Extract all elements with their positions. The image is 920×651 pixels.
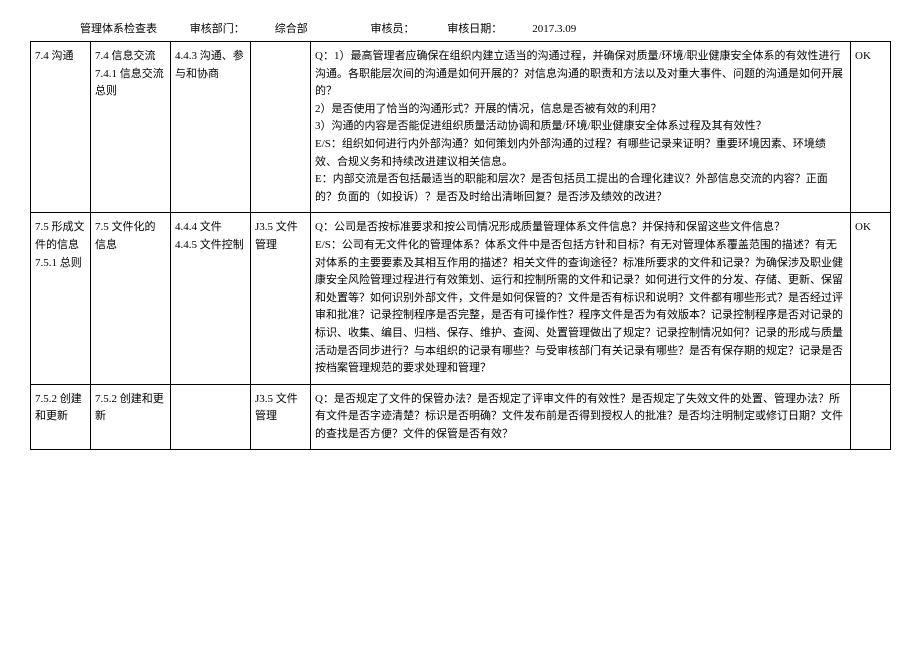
table-cell: 4.4.4 文件4.4.5 文件控制 — [171, 213, 251, 384]
table-cell: 4.4.3 沟通、参与和协商 — [171, 42, 251, 213]
table-cell: 7.5 形成文件的信息7.5.1 总则 — [31, 213, 91, 384]
table-cell — [251, 42, 311, 213]
table-row: 7.5.2 创建和更新7.5.2 创建和更新 J3.5 文件管理Q：是否规定了文件… — [31, 384, 891, 450]
header-date: 审核日期：2017.3.09 — [447, 23, 606, 35]
table-row: 7.4 沟通7.4 信息交流7.4.1 信息交流总则4.4.3 沟通、参与和协商… — [31, 42, 891, 213]
table-cell: J3.5 文件管理 — [251, 384, 311, 450]
header-title: 管理体系检查表 — [80, 23, 157, 35]
table-cell: Q：1）最高管理者应确保在组织内建立适当的沟通过程，并确保对质量/环境/职业健康… — [311, 42, 851, 213]
header-dept: 审核部门：综合部 — [190, 23, 338, 35]
table-cell — [171, 384, 251, 450]
table-cell: 7.5.2 创建和更新 — [31, 384, 91, 450]
table-cell: J3.5 文件管理 — [251, 213, 311, 384]
table-row: 7.5 形成文件的信息7.5.1 总则7.5 文件化的信息4.4.4 文件4.4… — [31, 213, 891, 384]
table-cell: Q：公司是否按标准要求和按公司情况形成质量管理体系文件信息？并保持和保留这些文件… — [311, 213, 851, 384]
table-cell: 7.5 文件化的信息 — [91, 213, 171, 384]
checklist-table: 7.4 沟通7.4 信息交流7.4.1 信息交流总则4.4.3 沟通、参与和协商… — [30, 41, 891, 450]
table-cell: 7.4 沟通 — [31, 42, 91, 213]
table-cell: 7.4 信息交流7.4.1 信息交流总则 — [91, 42, 171, 213]
table-cell: OK — [851, 213, 891, 384]
table-cell: OK — [851, 42, 891, 213]
page-header: 管理体系检查表 审核部门：综合部 审核员： 审核日期：2017.3.09 — [30, 20, 890, 36]
header-auditor: 审核员： — [371, 23, 415, 35]
table-cell: Q：是否规定了文件的保管办法？是否规定了评审文件的有效性？是否规定了失效文件的处… — [311, 384, 851, 450]
table-cell — [851, 384, 891, 450]
table-cell: 7.5.2 创建和更新 — [91, 384, 171, 450]
